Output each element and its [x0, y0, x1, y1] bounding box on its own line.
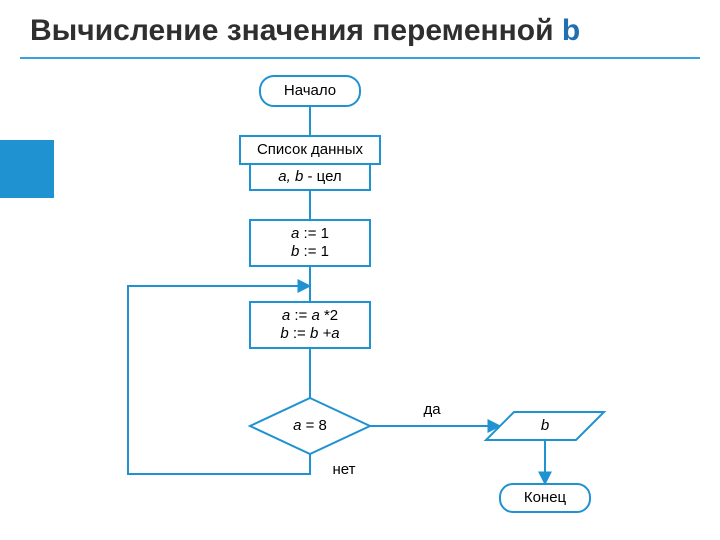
edge-label-cond-no: нет — [333, 461, 356, 478]
node-start: Начало — [260, 76, 360, 106]
page-title: Вычисление значения переменной b — [30, 14, 580, 47]
svg-text:b := 1: b := 1 — [291, 243, 329, 260]
node-decl2: a, b - цел — [250, 164, 370, 190]
svg-text:b := b +a: b := b +a — [280, 325, 339, 342]
node-init: a := 1b := 1 — [250, 220, 370, 266]
flowchart-canvas: Вычисление значения переменной b да нет Нач… — [0, 0, 720, 540]
svg-text:Конец: Конец — [524, 489, 567, 506]
node-out: b — [486, 412, 604, 440]
svg-text:a, b - цел: a, b - цел — [278, 168, 341, 185]
svg-text:Начало: Начало — [284, 82, 336, 99]
node-decl1: Список данных — [240, 136, 380, 164]
svg-text:a := a *2: a := a *2 — [282, 307, 338, 324]
edge-label-cond-yes: да — [423, 401, 441, 418]
node-cond: a = 8 — [250, 398, 370, 454]
node-end: Конец — [500, 484, 590, 512]
slide-accent-bar — [0, 140, 54, 198]
svg-text:a := 1: a := 1 — [291, 225, 329, 242]
svg-text:Список данных: Список данных — [257, 141, 364, 158]
node-body: a := a *2b := b +a — [250, 302, 370, 348]
svg-text:b: b — [541, 417, 549, 434]
svg-text:a = 8: a = 8 — [293, 417, 327, 434]
